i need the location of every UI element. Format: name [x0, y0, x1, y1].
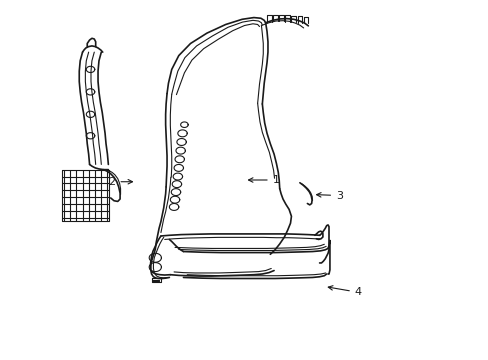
- Text: 1: 1: [248, 175, 279, 185]
- Text: 4: 4: [327, 286, 361, 297]
- Text: 2: 2: [108, 177, 132, 187]
- Text: 3: 3: [316, 190, 343, 201]
